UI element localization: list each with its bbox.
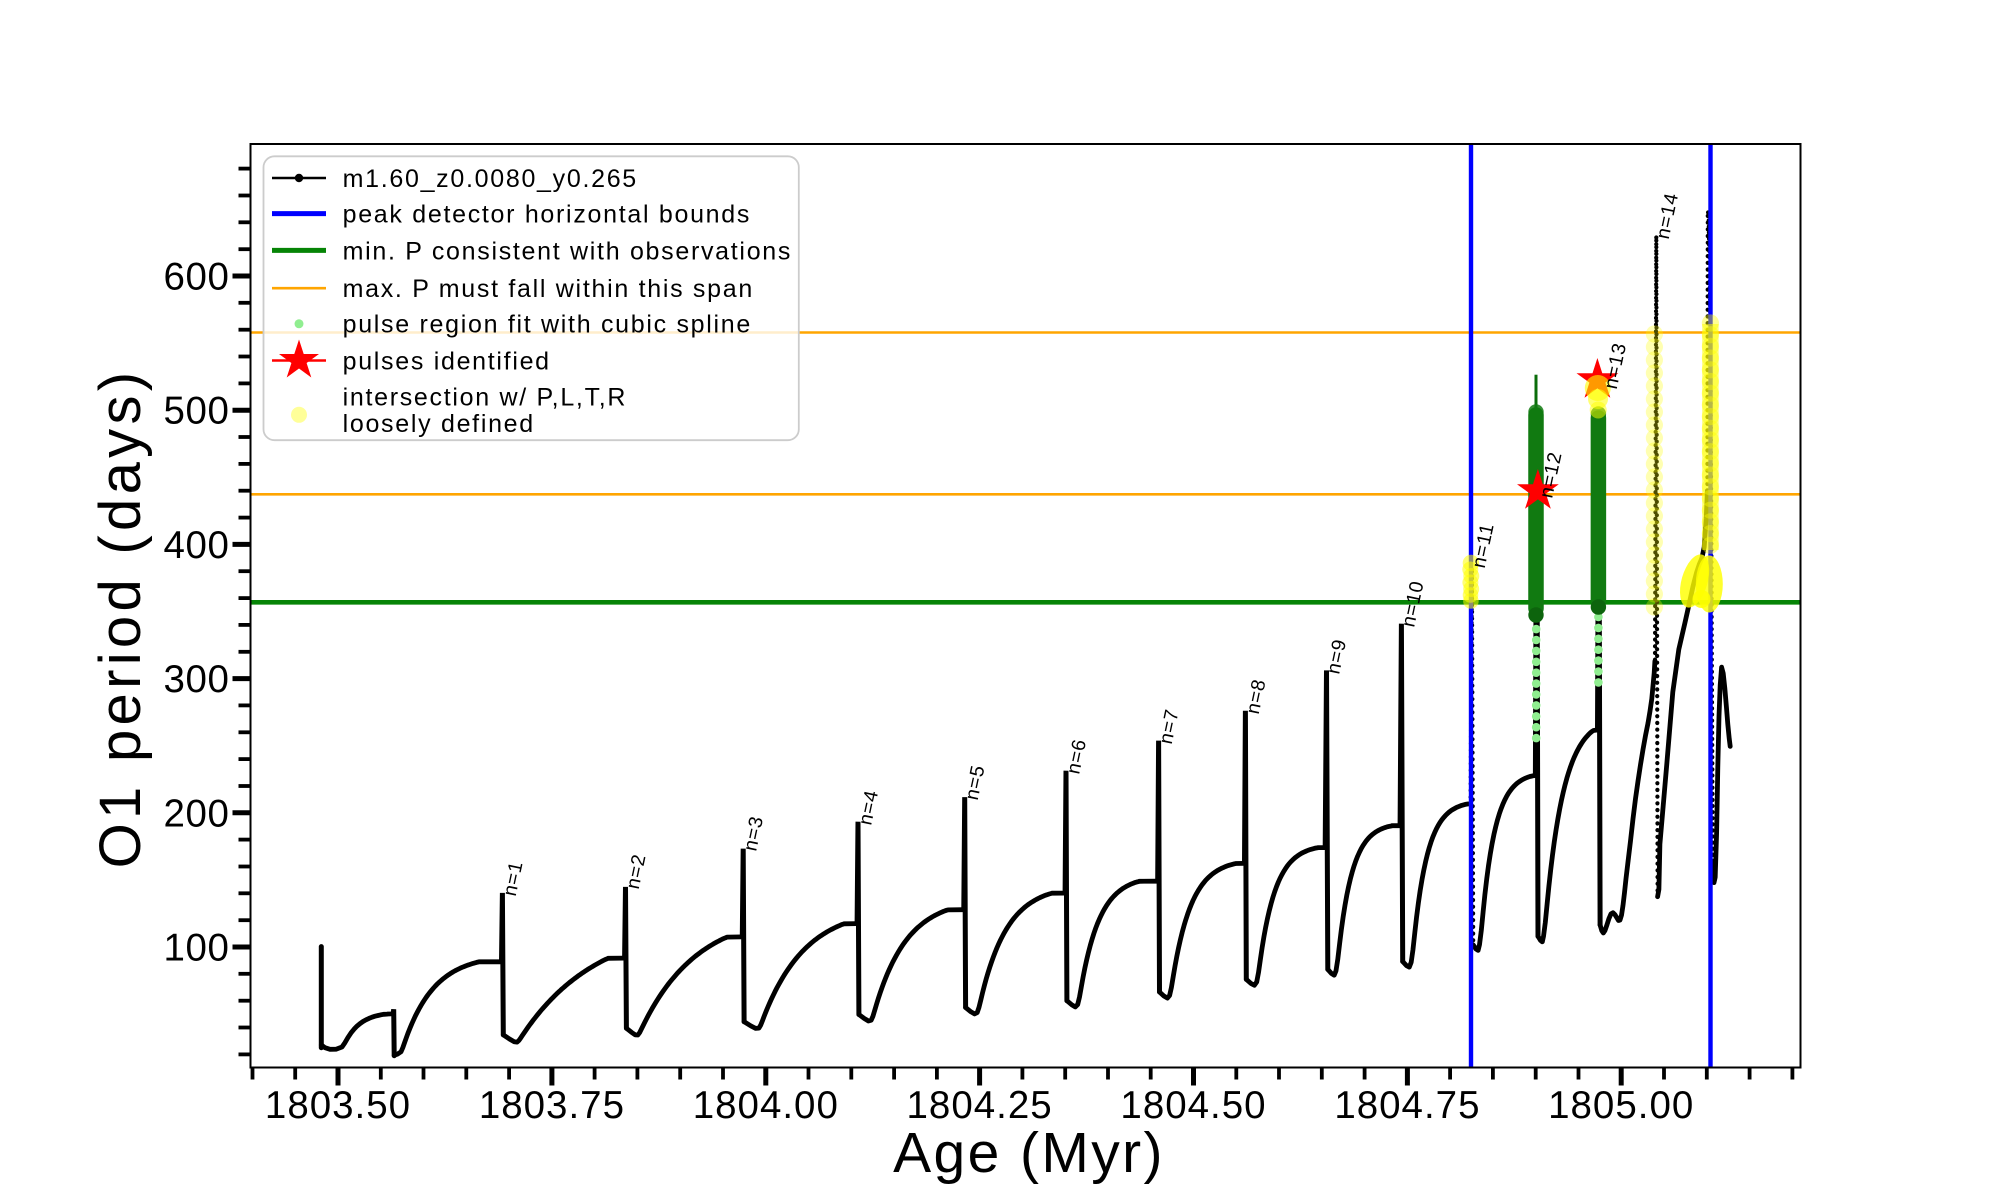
svg-text:intersection w/ P,L,T,R: intersection w/ P,L,T,R — [343, 383, 628, 411]
svg-text:Age (Myr): Age (Myr) — [893, 1121, 1165, 1185]
svg-text:pulses identified: pulses identified — [343, 348, 551, 376]
svg-text:pulse region fit with cubic sp: pulse region fit with cubic spline — [343, 311, 752, 339]
svg-text:1804.00: 1804.00 — [693, 1084, 839, 1127]
svg-text:400: 400 — [163, 524, 229, 567]
svg-text:min. P consistent with observa: min. P consistent with observations — [343, 237, 793, 265]
svg-text:100: 100 — [163, 927, 229, 970]
svg-text:1804.75: 1804.75 — [1334, 1084, 1480, 1127]
svg-text:200: 200 — [163, 792, 229, 835]
svg-text:1804.25: 1804.25 — [907, 1084, 1053, 1127]
svg-text:1804.50: 1804.50 — [1120, 1084, 1266, 1127]
svg-text:m1.60_z0.0080_y0.265: m1.60_z0.0080_y0.265 — [343, 165, 638, 193]
svg-text:1805.00: 1805.00 — [1548, 1084, 1694, 1127]
svg-text:1803.50: 1803.50 — [265, 1084, 411, 1127]
svg-text:600: 600 — [163, 256, 229, 299]
svg-text:300: 300 — [163, 658, 229, 701]
svg-text:1803.75: 1803.75 — [479, 1084, 625, 1127]
svg-text:loosely defined: loosely defined — [343, 410, 535, 438]
svg-text:O1 period (days): O1 period (days) — [88, 368, 153, 869]
svg-text:peak detector horizontal bound: peak detector horizontal bounds — [343, 201, 751, 229]
svg-text:max. P must fall within this s: max. P must fall within this span — [343, 275, 754, 303]
svg-text:500: 500 — [163, 390, 229, 433]
